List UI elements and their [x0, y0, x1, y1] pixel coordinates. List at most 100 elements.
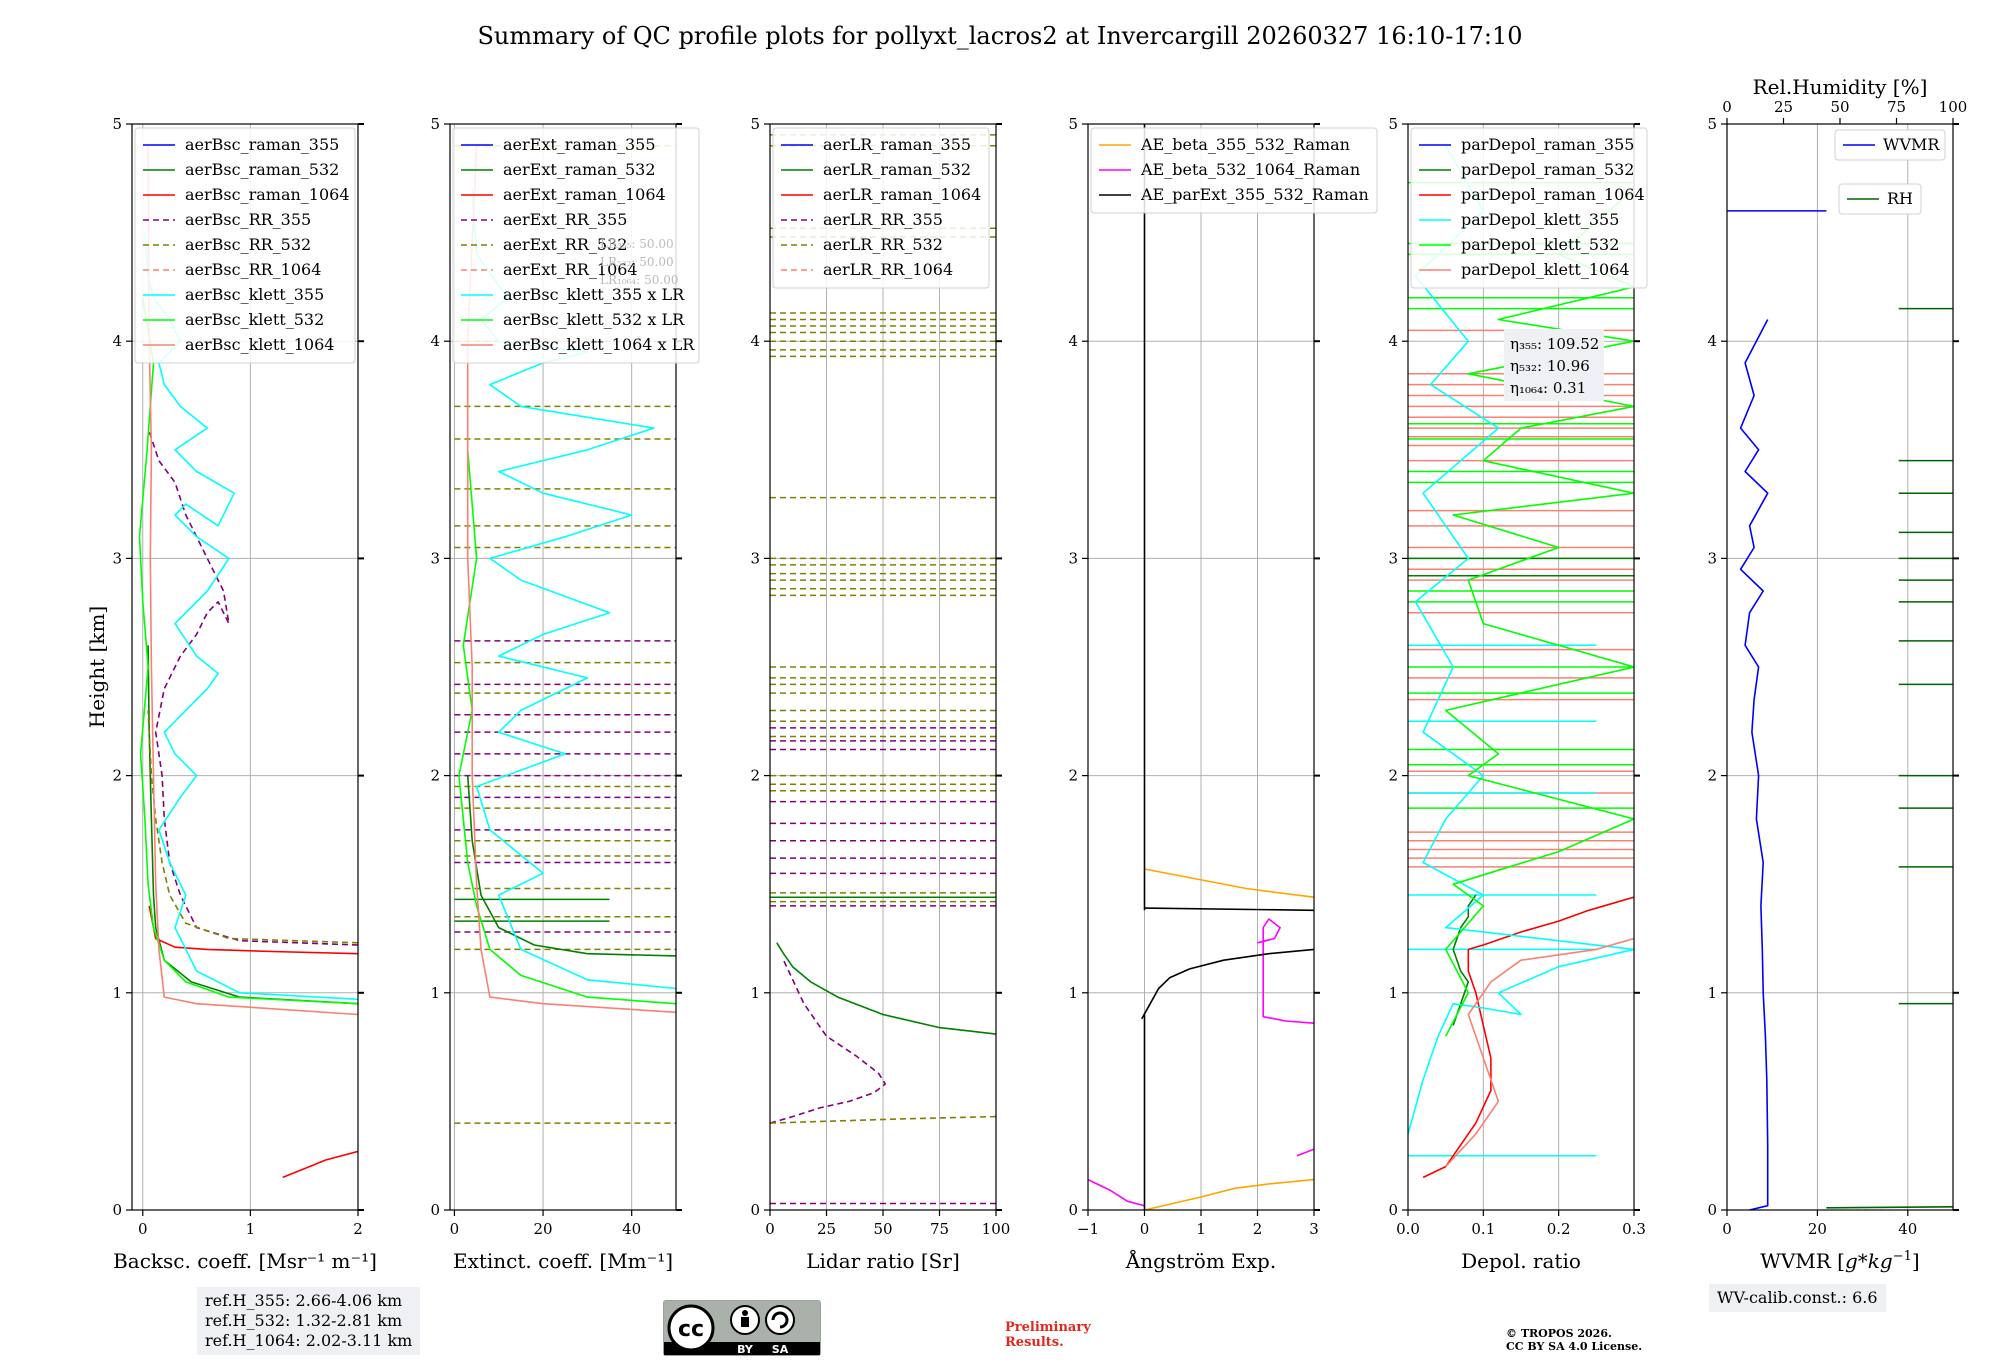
reference-height-box: ref.H_355: 2.66-4.06 km ref.H_532: 1.32-… — [197, 1287, 421, 1355]
x-tick-label: 0 — [450, 1220, 460, 1238]
copyright-note: © TROPOS 2026. CC BY SA 4.0 License. — [1506, 1327, 1642, 1353]
cc-sa-label: SA — [772, 1343, 789, 1356]
legend-label: aerBsc_klett_355 x LR — [503, 285, 685, 304]
x-tick-label: 20 — [534, 1220, 553, 1238]
legend-label: aerLR_RR_355 — [823, 210, 943, 229]
y-tick-label: 4 — [112, 332, 122, 350]
plot-area-wvmr — [1727, 210, 1953, 1210]
series-parDepol_raman_532 — [1452, 894, 1477, 1026]
chart-panel-lidar_ratio: 0 25 50 75 100 0 1 2 3 4 5 Lidar ratio [Sr] aerLR_ra… — [750, 115, 1010, 1273]
chart-panel-wvmr: 0 20 40 0 1 2 3 4 5 WVMR [g*kg−1] 0 25 50 75 100 Rel.Hu… — [1707, 75, 1968, 1273]
axes-frame — [1726, 123, 1954, 1211]
series-aerBsc_raman_1064 — [282, 1150, 358, 1179]
legend-RH: RH — [1838, 183, 1922, 215]
legend-label: aerBsc_klett_1064 — [185, 335, 334, 354]
x-axis-label: Depol. ratio — [1461, 1249, 1581, 1273]
top-x-tick-label: 75 — [1887, 98, 1906, 116]
lidar-ratio-annotation: LR₅₃₂: 50.00 — [600, 255, 674, 269]
x-tick-label: 0 — [138, 1220, 148, 1238]
series-aerBsc_RR_355 — [147, 427, 358, 946]
legend-label: parDepol_klett_355 — [1461, 210, 1619, 229]
x-tick-label: 50 — [873, 1220, 892, 1238]
x-tick-label: 0.0 — [1396, 1220, 1420, 1238]
y-tick-label: 1 — [1068, 984, 1078, 1002]
series-aerLR_raman_532 — [776, 942, 996, 1035]
series-parDepol_raman_1064 — [1422, 896, 1634, 1179]
y-tick-label: 1 — [1707, 984, 1717, 1002]
x-axis-label: Backsc. coeff. [Msr⁻¹ m⁻¹] — [113, 1249, 377, 1273]
x-axis-label: Extinct. coeff. [Mm⁻¹] — [453, 1249, 673, 1273]
wv-calib-text: WV-calib.const.: 6.6 — [1717, 1288, 1878, 1307]
ref-height-1064: ref.H_1064: 2.02-3.11 km — [205, 1331, 413, 1350]
series-AE_beta_355_532_Raman — [1144, 868, 1314, 898]
series-AE_beta_532_1064_Raman — [1088, 1178, 1145, 1207]
legend-label: aerLR_raman_355 — [823, 135, 971, 154]
y-tick-label: 2 — [430, 767, 440, 785]
legend-label: aerLR_raman_532 — [823, 160, 971, 179]
x-tick-label: 2 — [353, 1220, 363, 1238]
x-tick-label: 0.3 — [1622, 1220, 1646, 1238]
legend-label: aerExt_RR_355 — [503, 210, 627, 229]
legend-depolarization: parDepol_raman_355 parDepol_raman_532 parD… — [1410, 127, 1648, 289]
x-tick-label: 2 — [1253, 1220, 1263, 1238]
x-tick-label: 100 — [982, 1220, 1011, 1238]
ref-height-355: ref.H_355: 2.66-4.06 km — [205, 1291, 403, 1310]
top-x-tick-label: 100 — [1939, 98, 1968, 116]
legend-label: parDepol_klett_532 — [1461, 235, 1619, 254]
top-x-tick-label: 0 — [1722, 98, 1732, 116]
series-aerExt_raman_532 — [466, 775, 676, 957]
series-WVMR — [1739, 319, 1769, 1210]
legend-angstrom: AE_beta_355_532_Raman AE_beta_532_1064_Ra… — [1090, 127, 1378, 214]
y-tick-label: 2 — [1707, 767, 1717, 785]
y-tick-label: 5 — [430, 115, 440, 133]
legend-label: aerBsc_klett_1064 x LR — [503, 335, 695, 354]
eta-annotation: η₁₀₆₄: 0.31 — [1510, 379, 1586, 397]
series-aerLR_RR_355 — [770, 959, 887, 1124]
x-tick-label: −1 — [1077, 1220, 1099, 1238]
legend-label: AE_beta_355_532_Raman — [1140, 135, 1350, 154]
y-tick-label: 1 — [1388, 984, 1398, 1002]
legend-label: aerBsc_raman_532 — [185, 160, 339, 179]
x-tick-label: 1 — [1196, 1220, 1206, 1238]
preliminary-line-1: Preliminary — [1005, 1320, 1091, 1335]
svg-text:cc: cc — [678, 1317, 704, 1342]
legend-label: parDepol_raman_1064 — [1461, 185, 1645, 204]
legend-label: aerLR_RR_1064 — [823, 260, 953, 279]
y-tick-label: 4 — [1068, 332, 1078, 350]
x-tick-label: 0.1 — [1471, 1220, 1495, 1238]
legend-label: WVMR — [1883, 135, 1940, 154]
y-axis-label: Height [km] — [85, 606, 109, 728]
y-tick-label: 4 — [1707, 332, 1717, 350]
ref-height-532: ref.H_532: 1.32-2.81 km — [205, 1311, 403, 1330]
top-x-tick-label: 50 — [1830, 98, 1849, 116]
series-AE_beta_355_532_Raman — [1144, 1178, 1314, 1210]
cc-icon — [667, 1304, 715, 1352]
cc-license-badge: cc BY SA — [663, 1300, 821, 1356]
legend-label: aerLR_RR_532 — [823, 235, 943, 254]
series-aerBsc_klett_532 — [138, 297, 358, 1005]
y-tick-label: 5 — [1388, 115, 1398, 133]
y-tick-label: 0 — [750, 1201, 760, 1219]
wv-calib-box: WV-calib.const.: 6.6 — [1709, 1284, 1886, 1312]
legend-label: aerBsc_RR_532 — [185, 235, 311, 254]
axes-frame — [1407, 123, 1635, 1211]
x-tick-label: 0 — [1722, 1220, 1732, 1238]
plot-area-extinction — [454, 144, 676, 1124]
y-tick-label: 2 — [1068, 767, 1078, 785]
legend-label: RH — [1887, 189, 1913, 208]
y-tick-label: 0 — [112, 1201, 122, 1219]
legend-lidar_ratio: aerLR_raman_355 aerLR_raman_532 aerLR_rama… — [772, 127, 990, 289]
series-parDepol_klett_1064 — [1445, 937, 1634, 1168]
legend-label: aerLR_raman_1064 — [823, 185, 981, 204]
copyright-line-2: CC BY SA 4.0 License. — [1506, 1340, 1643, 1353]
y-tick-label: 1 — [430, 984, 440, 1002]
x-tick-label: 25 — [817, 1220, 836, 1238]
x-tick-label: 20 — [1808, 1220, 1827, 1238]
figure-title: Summary of QC profile plots for pollyxt_… — [477, 22, 1523, 50]
lidar-ratio-annotation: LR₁₀₆₄: 50.00 — [600, 273, 678, 287]
y-tick-label: 1 — [112, 984, 122, 1002]
x-tick-label: 1 — [246, 1220, 256, 1238]
legend-label: parDepol_raman_532 — [1461, 160, 1634, 179]
y-tick-label: 3 — [1068, 549, 1078, 567]
